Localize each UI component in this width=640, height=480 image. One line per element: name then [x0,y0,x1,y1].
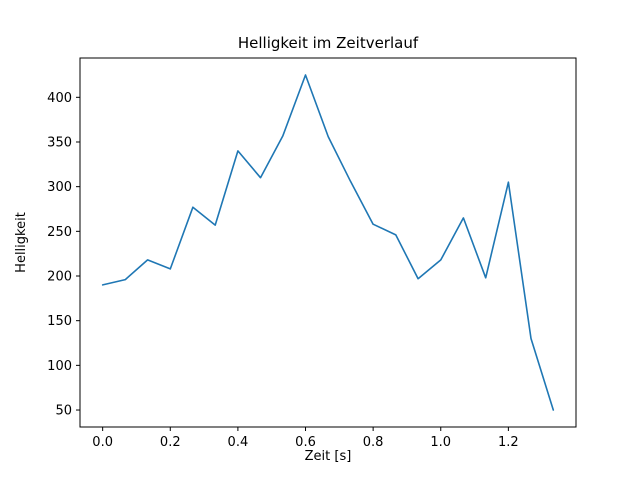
y-tick-label: 150 [47,314,72,329]
x-tick-label: 0.8 [363,435,384,450]
x-tick-label: 1.0 [430,435,451,450]
y-axis-label: Helligkeit [14,212,29,273]
x-tick-label: 0.2 [160,435,181,450]
x-tick-label: 0.0 [92,435,113,450]
x-tick-label: 0.4 [228,435,249,450]
data-line-series [101,74,555,411]
x-tick-label: 0.6 [295,435,316,450]
y-tick-label: 400 [47,91,72,106]
x-tick-label: 1.2 [498,435,519,450]
x-axis-label: Zeit [s] [304,449,352,464]
y-tick-label: 300 [47,180,72,195]
axes-frame [79,57,577,428]
y-tick-label: 350 [47,135,72,150]
y-tick-label: 100 [47,359,72,374]
y-tick-label: 250 [47,225,72,240]
chart-title: Helligkeit im Zeitverlauf [237,34,419,52]
y-tick-label: 200 [47,270,72,285]
y-tick-label: 50 [55,404,72,419]
